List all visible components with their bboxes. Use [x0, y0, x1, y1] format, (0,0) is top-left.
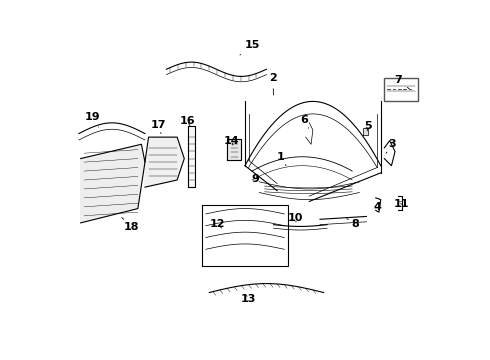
Text: 12: 12 — [209, 219, 225, 229]
Bar — [384, 78, 418, 102]
Text: 17: 17 — [151, 120, 166, 134]
Text: 16: 16 — [179, 116, 195, 126]
Text: 13: 13 — [241, 294, 256, 303]
Text: 1: 1 — [277, 152, 286, 166]
Text: 14: 14 — [224, 136, 240, 146]
Polygon shape — [188, 126, 195, 187]
Text: 4: 4 — [374, 202, 382, 212]
Polygon shape — [145, 137, 184, 187]
Text: 3: 3 — [386, 139, 396, 153]
Text: 6: 6 — [301, 115, 309, 128]
Text: 10: 10 — [287, 213, 303, 223]
Text: 15: 15 — [240, 40, 260, 55]
Bar — [202, 205, 288, 266]
Text: 19: 19 — [85, 112, 100, 127]
Text: 5: 5 — [365, 121, 372, 131]
Text: 18: 18 — [122, 217, 140, 232]
Polygon shape — [227, 139, 242, 160]
Text: 8: 8 — [347, 219, 359, 229]
Text: 11: 11 — [393, 199, 409, 209]
Text: 2: 2 — [269, 73, 277, 95]
Text: 7: 7 — [395, 75, 409, 89]
Polygon shape — [81, 144, 145, 223]
Polygon shape — [363, 128, 368, 135]
Text: 9: 9 — [251, 174, 259, 184]
